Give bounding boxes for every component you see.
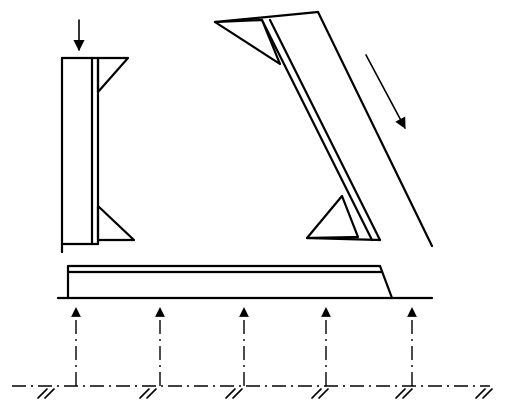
support-arrows <box>71 307 417 386</box>
ground-hatch-6 <box>475 388 493 399</box>
ground-hatch-2 <box>139 388 157 399</box>
ground-hatch-5 <box>395 388 413 399</box>
inclined-member-flange-outer <box>260 18 374 242</box>
base-plate-outline <box>66 264 394 300</box>
vertical-member-bottom-gusset <box>96 204 136 242</box>
motion-arrow-diagonal <box>365 54 406 129</box>
ground-line <box>12 385 493 399</box>
horizontal-base-plate <box>56 264 434 300</box>
inclined-member-right-edge <box>316 10 434 248</box>
inclined-member-flange-inner <box>268 18 382 242</box>
ground-hatch-1 <box>37 388 55 399</box>
vertical-member <box>60 19 136 254</box>
ground-hatch-3 <box>225 388 243 399</box>
inclined-member-bottom-gusset <box>305 194 360 240</box>
inclined-member <box>213 10 434 248</box>
ground-hatch-4 <box>311 388 329 399</box>
vertical-member-top-gusset <box>96 56 130 94</box>
inclined-member-top-gusset <box>213 18 282 66</box>
